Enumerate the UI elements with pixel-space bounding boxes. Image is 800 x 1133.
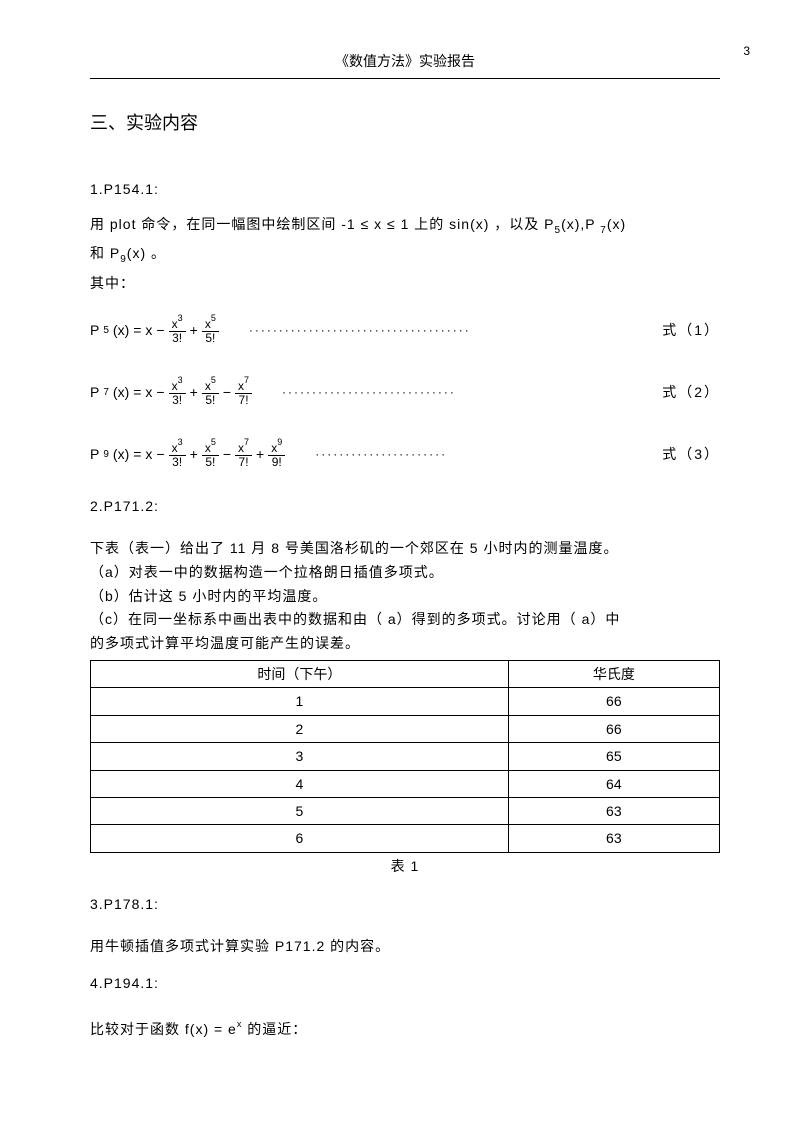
formula-p5: P5(x) = x − x33! + x55! ················… [90,309,720,353]
dots-2: ····························· [252,383,662,402]
q2-line1: 下表（表一）给出了 11 月 8 号美国洛杉矶的一个郊区在 5 小时内的测量温度… [90,537,720,561]
q1-line2a: 和 P [90,245,120,261]
q4-exp: x [237,1019,243,1029]
temperature-table: 时间（下午） 华氏度 166266365464563663 [90,660,720,853]
q4-text: 比较对于函数 f(x) = ex 的逼近： [90,1018,720,1040]
page-number: 3 [743,42,750,61]
page-header: 《数值方法》实验报告 3 [90,50,720,79]
q1-line2b: (x) 。 [127,245,166,261]
q1-label: 1.P154.1: [90,178,720,200]
q4-text-a: 比较对于函数 f(x) = e [90,1021,237,1037]
section-title: 三、实验内容 [90,109,720,138]
formula-p9: P9(x) = x − x33! + x55! − x77! + x99! ··… [90,433,720,477]
col-time: 时间（下午） [91,660,509,687]
table-cell: 2 [91,715,509,742]
q1-line1b: (x),P [561,216,600,232]
col-temp: 华氏度 [508,660,719,687]
table-cell: 65 [508,743,719,770]
table-caption: 表 1 [90,855,720,877]
table-cell: 5 [91,797,509,824]
q1-line1a: 用 plot 命令，在同一幅图中绘制区间 -1 ≤ x ≤ 1 上的 sin(x… [90,216,555,232]
table-row: 266 [91,715,720,742]
table-row: 464 [91,770,720,797]
q1-desc3: 其中： [90,272,720,294]
eq3-label: 式（3） [662,443,720,465]
q2-lineb: （b）估计这 5 小时内的平均温度。 [90,585,720,609]
q2-linec2: 的多项式计算平均温度可能产生的误差。 [90,632,720,656]
table-row: 365 [91,743,720,770]
sym-minus: − [156,319,164,341]
sym-P: P [90,319,99,341]
table-cell: 63 [508,797,719,824]
table-row: 563 [91,797,720,824]
table-cell: 6 [91,825,509,852]
table-row: 166 [91,688,720,715]
header-title: 《数值方法》实验报告 [335,53,475,69]
table-cell: 3 [91,743,509,770]
sym-x: x [145,319,152,341]
q2-linea: （a）对表一中的数据构造一个拉格朗日插值多项式。 [90,561,720,585]
sym-open: (x) [113,319,129,341]
q3-text: 用牛顿插值多项式计算实验 P171.2 的内容。 [90,935,720,957]
q2-linec: （c）在同一坐标系中画出表中的数据和由（ a）得到的多项式。讨论用（ a）中 [90,608,720,632]
table-cell: 63 [508,825,719,852]
q1-desc: 用 plot 命令，在同一幅图中绘制区间 -1 ≤ x ≤ 1 上的 sin(x… [90,213,720,239]
table-cell: 66 [508,688,719,715]
q2-label: 2.P171.2: [90,495,720,517]
q4-text-b: 的逼近： [242,1021,307,1037]
frac-x3: x33! [169,316,186,345]
dots-1: ····································· [219,321,662,340]
eq2-label: 式（2） [662,381,720,403]
table-cell: 4 [91,770,509,797]
formula-p7: P7(x) = x − x33! + x55! − x77! ·········… [90,371,720,415]
q1-line1c: (x) [607,216,626,232]
table-header-row: 时间（下午） 华氏度 [91,660,720,687]
table-cell: 1 [91,688,509,715]
dots-3: ······················ [285,445,662,464]
sub-5b: 5 [103,323,109,339]
q4-label: 4.P194.1: [90,972,720,994]
eq1-label: 式（1） [662,319,720,341]
q3-label: 3.P178.1: [90,893,720,915]
sym-eq: = [133,319,141,341]
table-row: 663 [91,825,720,852]
q1-desc2: 和 P9(x) 。 [90,242,720,268]
table-cell: 66 [508,715,719,742]
table-cell: 64 [508,770,719,797]
sym-plus: + [190,319,198,341]
frac-x5: x55! [202,316,219,345]
